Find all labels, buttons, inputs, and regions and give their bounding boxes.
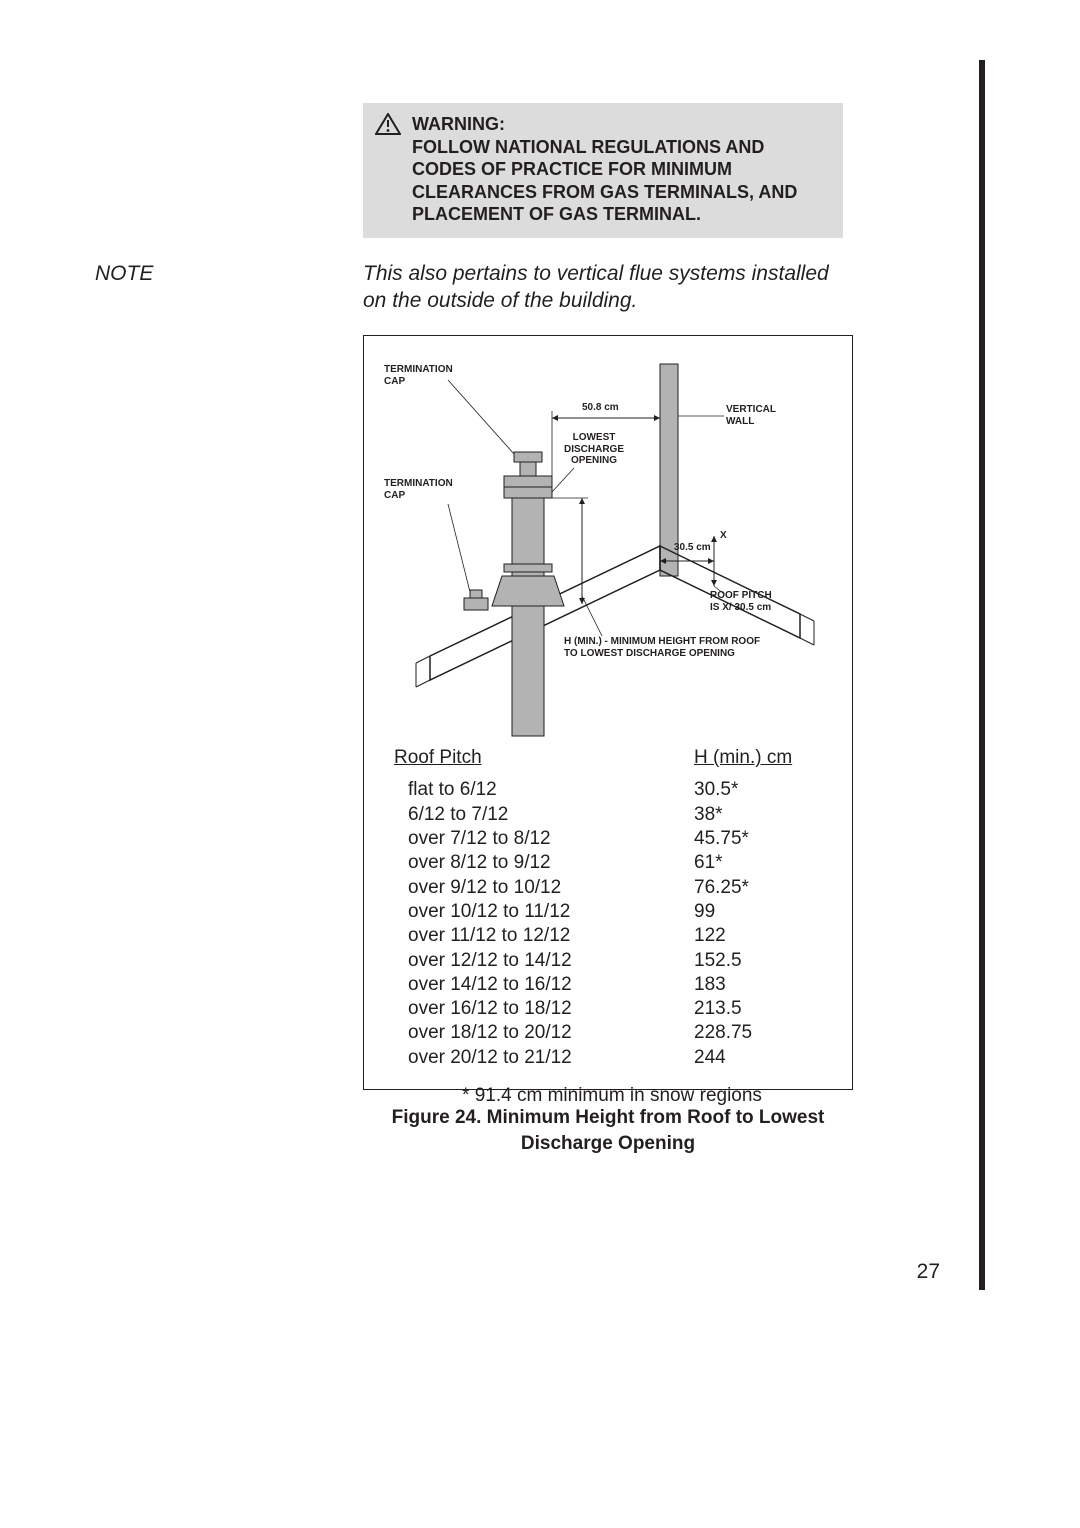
- label-termination-cap-top: TERMINATIONCAP: [384, 364, 453, 387]
- cell-h: 122: [694, 924, 726, 948]
- cell-pitch: over 20/12 to 21/12: [408, 1046, 694, 1070]
- cell-h: 76.25*: [694, 876, 749, 900]
- warning-icon: [375, 113, 401, 141]
- cell-pitch: over 16/12 to 18/12: [408, 997, 694, 1021]
- table-row: over 11/12 to 12/12122: [408, 924, 830, 948]
- cell-pitch: over 12/12 to 14/12: [408, 949, 694, 973]
- cell-pitch: flat to 6/12: [408, 778, 694, 802]
- note-body: This also pertains to vertical flue syst…: [363, 260, 853, 315]
- table-row: over 9/12 to 10/1276.25*: [408, 876, 830, 900]
- warning-box: WARNING: FOLLOW NATIONAL REGULATIONS AND…: [363, 103, 843, 238]
- label-50-8cm: 50.8 cm: [582, 402, 619, 414]
- table-header-h: H (min.) cm: [694, 746, 792, 770]
- label-h-min-note: H (MIN.) - MINIMUM HEIGHT FROM ROOFTO LO…: [564, 636, 760, 659]
- table-row: over 12/12 to 14/12152.5: [408, 949, 830, 973]
- right-margin-rule: [979, 60, 985, 1290]
- cell-pitch: over 18/12 to 20/12: [408, 1021, 694, 1045]
- table-row: over 14/12 to 16/12183: [408, 973, 830, 997]
- cell-h: 152.5: [694, 949, 742, 973]
- cell-h: 183: [694, 973, 726, 997]
- cell-h: 45.75*: [694, 827, 749, 851]
- cell-h: 99: [694, 900, 715, 924]
- table-row: 6/12 to 7/1238*: [408, 803, 830, 827]
- cell-pitch: 6/12 to 7/12: [408, 803, 694, 827]
- label-termination-cap-side: TERMINATIONCAP: [384, 478, 453, 501]
- table-row: over 8/12 to 9/1261*: [408, 851, 830, 875]
- cell-h: 213.5: [694, 997, 742, 1021]
- cell-h: 38*: [694, 803, 723, 827]
- cell-pitch: over 11/12 to 12/12: [408, 924, 694, 948]
- table-row: over 20/12 to 21/12244: [408, 1046, 830, 1070]
- cell-pitch: over 10/12 to 11/12: [408, 900, 694, 924]
- table-row: over 10/12 to 11/1299: [408, 900, 830, 924]
- table-row: over 16/12 to 18/12213.5: [408, 997, 830, 1021]
- pitch-table: Roof Pitch H (min.) cm flat to 6/1230.5*…: [364, 736, 852, 1108]
- warning-heading: WARNING:: [412, 114, 505, 134]
- figure-caption: Figure 24. Minimum Height from Roof to L…: [363, 1105, 853, 1156]
- note-label: NOTE: [95, 262, 153, 286]
- warning-body: FOLLOW NATIONAL REGULATIONS AND CODES OF…: [412, 137, 797, 225]
- cell-pitch: over 7/12 to 8/12: [408, 827, 694, 851]
- table-row: over 7/12 to 8/1245.75*: [408, 827, 830, 851]
- page-number: 27: [917, 1260, 940, 1284]
- cell-h: 228.75: [694, 1021, 752, 1045]
- table-row: over 18/12 to 20/12228.75: [408, 1021, 830, 1045]
- diagram: TERMINATIONCAP TERMINATIONCAP 50.8 cm VE…: [364, 336, 852, 736]
- cell-pitch: over 8/12 to 9/12: [408, 851, 694, 875]
- cell-h: 244: [694, 1046, 726, 1070]
- label-lowest-discharge: LOWESTDISCHARGEOPENING: [564, 432, 624, 467]
- page: NOTE WARNING: FOLLOW NATIONAL REGULATION…: [95, 60, 985, 1460]
- label-30-5cm: 30.5 cm: [674, 542, 711, 554]
- label-roof-pitch: ROOF PITCHIS X/ 30.5 cm: [710, 590, 772, 613]
- cell-h: 30.5*: [694, 778, 738, 802]
- label-x: X: [720, 530, 727, 542]
- figure-box: TERMINATIONCAP TERMINATIONCAP 50.8 cm VE…: [363, 335, 853, 1090]
- cell-h: 61*: [694, 851, 723, 875]
- warning-text: WARNING: FOLLOW NATIONAL REGULATIONS AND…: [412, 113, 822, 226]
- table-header-pitch: Roof Pitch: [394, 746, 694, 770]
- table-row: flat to 6/1230.5*: [408, 778, 830, 802]
- label-vertical-wall: VERTICALWALL: [726, 404, 776, 427]
- cell-pitch: over 14/12 to 16/12: [408, 973, 694, 997]
- cell-pitch: over 9/12 to 10/12: [408, 876, 694, 900]
